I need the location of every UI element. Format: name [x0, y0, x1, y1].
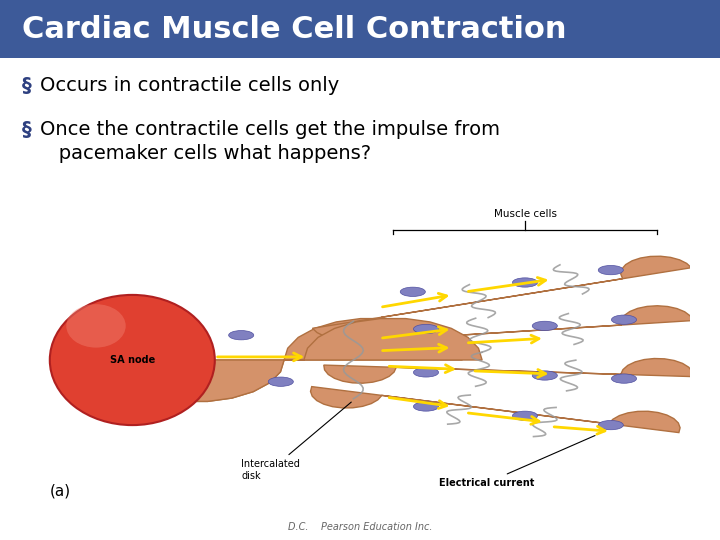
Text: Cardiac Muscle Cell Contraction: Cardiac Muscle Cell Contraction [22, 15, 567, 44]
Polygon shape [324, 359, 693, 383]
Ellipse shape [532, 371, 557, 380]
Text: Muscle cells: Muscle cells [493, 209, 557, 219]
Ellipse shape [611, 315, 636, 325]
Ellipse shape [413, 325, 438, 334]
Polygon shape [324, 306, 693, 359]
Text: Intercalated
disk: Intercalated disk [241, 402, 351, 481]
Ellipse shape [532, 321, 557, 330]
Text: Occurs in contractile cells only: Occurs in contractile cells only [40, 76, 339, 95]
Text: (a): (a) [50, 483, 71, 498]
Text: D.C.    Pearson Education Inc.: D.C. Pearson Education Inc. [288, 522, 432, 532]
Ellipse shape [598, 266, 624, 275]
Ellipse shape [598, 421, 624, 430]
Text: §: § [22, 120, 32, 139]
Polygon shape [106, 319, 462, 401]
Text: Electrical current: Electrical current [439, 436, 595, 488]
Ellipse shape [269, 377, 293, 386]
Ellipse shape [50, 295, 215, 425]
Ellipse shape [66, 304, 126, 348]
FancyBboxPatch shape [0, 0, 720, 58]
Ellipse shape [229, 330, 253, 340]
Text: §: § [22, 76, 32, 95]
Ellipse shape [400, 287, 426, 296]
Text: Once the contractile cells get the impulse from
   pacemaker cells what happens?: Once the contractile cells get the impul… [40, 120, 500, 163]
Ellipse shape [611, 374, 636, 383]
Ellipse shape [413, 368, 438, 377]
Polygon shape [106, 319, 482, 401]
Ellipse shape [413, 402, 438, 411]
Text: SA node: SA node [109, 355, 155, 365]
Polygon shape [312, 256, 691, 340]
Ellipse shape [513, 411, 538, 421]
Ellipse shape [513, 278, 538, 287]
Polygon shape [310, 387, 680, 433]
